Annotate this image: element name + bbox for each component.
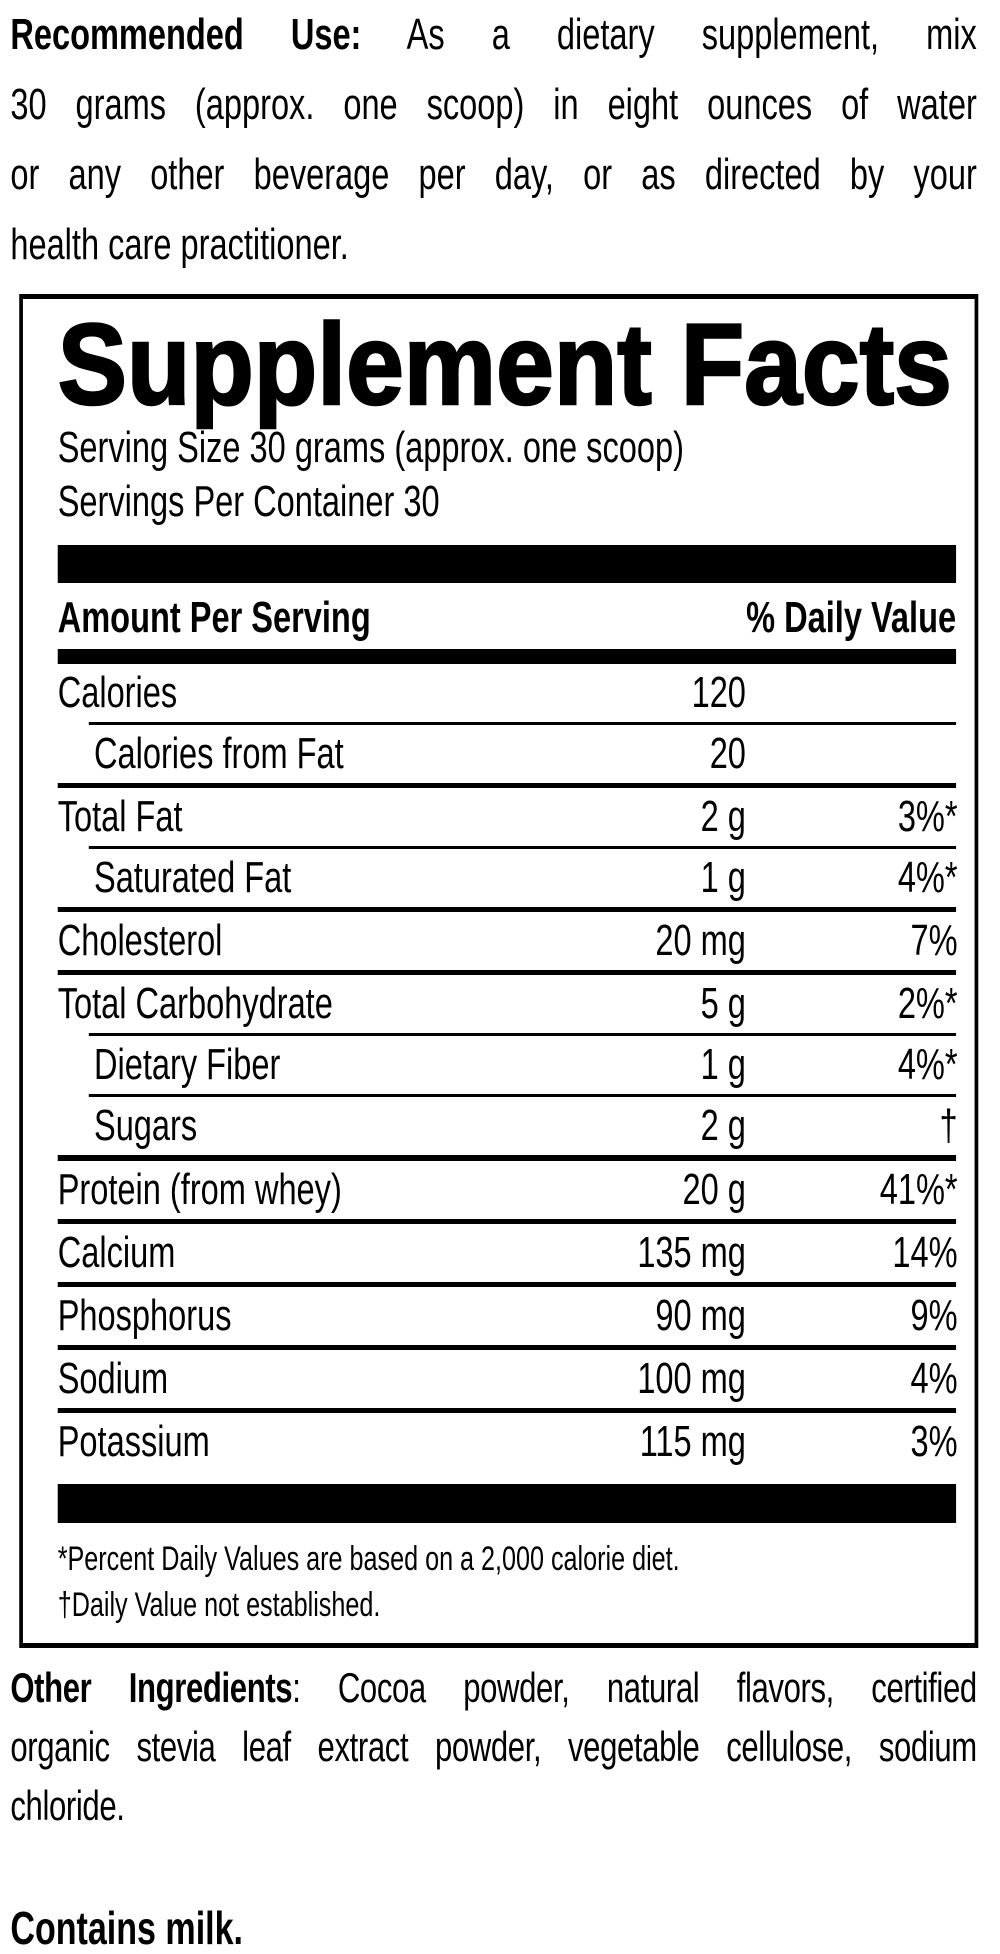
row-amount: 20	[709, 729, 746, 778]
recommended-use-lead: Recommended Use:	[10, 10, 362, 59]
footnote-dagger: †Daily Value not established.	[57, 1586, 381, 1624]
facts-header-row: Amount Per Serving % Daily Value	[58, 583, 956, 641]
row-separator	[57, 1345, 957, 1350]
row-amount: 2 g	[700, 792, 746, 841]
row-dv: 4%*	[897, 1040, 958, 1089]
row-label: Sugars	[93, 1101, 198, 1150]
row-amount: 1 g	[700, 853, 746, 902]
recommended-use-line: or any other beverage per day, or as dir…	[10, 150, 977, 199]
table-row: Calories from Fat 20	[58, 725, 956, 783]
table-row: Cholesterol 20 mg 7%	[57, 912, 958, 970]
row-separator	[57, 783, 957, 788]
row-label: Sodium	[57, 1354, 169, 1403]
row-label: Phosphorus	[57, 1291, 232, 1340]
row-amount: 135 mg	[637, 1228, 746, 1277]
row-label: Calories from Fat	[93, 729, 344, 778]
row-amount: 5 g	[700, 979, 746, 1028]
separator-bar-bottom	[57, 1484, 957, 1523]
row-separator	[57, 1155, 957, 1161]
table-row: Sugars 2 g †	[58, 1097, 958, 1155]
row-dv: 2%*	[897, 979, 958, 1028]
row-separator	[57, 1408, 957, 1413]
row-separator	[88, 1094, 957, 1097]
row-label: Calories	[57, 668, 178, 717]
supplement-facts-title: Supplement Facts	[57, 301, 953, 429]
row-amount: 90 mg	[655, 1291, 746, 1340]
row-separator	[57, 1219, 957, 1224]
other-ingredients-line: Other Ingredients: Cocoa powder, natural…	[10, 1658, 976, 1717]
row-dv: 14%	[892, 1228, 958, 1277]
row-dv: 3%	[910, 1417, 958, 1466]
recommended-use-paragraph: Recommended Use: As a dietary supplement…	[10, 0, 976, 280]
row-label: Dietary Fiber	[93, 1040, 281, 1089]
row-dv: 3%*	[897, 792, 958, 841]
allergen-statement: Contains milk.	[10, 1902, 244, 1954]
table-row: Total Carbohydrate 5 g 2%*	[57, 975, 958, 1033]
row-amount: 20 mg	[655, 916, 746, 965]
row-separator	[57, 907, 957, 912]
row-dv: †	[939, 1101, 958, 1150]
row-label: Saturated Fat	[93, 853, 292, 902]
footnote-percent: *Percent Daily Values are based on a 2,0…	[57, 1540, 680, 1578]
row-dv: 4%	[910, 1354, 958, 1403]
row-amount: 1 g	[700, 1040, 746, 1089]
table-row: Sodium 100 mg 4%	[57, 1350, 958, 1408]
table-row: Potassium 115 mg 3%	[57, 1413, 958, 1471]
row-amount: 2 g	[700, 1101, 746, 1150]
row-dv: 7%	[910, 916, 958, 965]
other-ingredients-lead: Other Ingredients	[10, 1664, 293, 1711]
table-row: Saturated Fat 1 g 4%*	[58, 849, 958, 907]
other-ingredients-line: organic stevia leaf extract powder, vege…	[10, 1723, 977, 1770]
table-row: Total Fat 2 g 3%*	[57, 788, 958, 846]
row-label: Cholesterol	[57, 916, 223, 965]
row-dv: 41%*	[879, 1165, 958, 1214]
table-row: Calcium 135 mg 14%	[57, 1224, 958, 1282]
row-dv: 4%*	[897, 853, 958, 902]
other-ingredients-line: chloride.	[10, 1782, 125, 1829]
row-amount: 100 mg	[637, 1354, 746, 1403]
row-amount: 115 mg	[639, 1417, 746, 1466]
facts-rows: Calories 120 Calories from Fat 20 Total Fat 2…	[57, 664, 958, 1471]
recommended-use-line: Recommended Use: As a dietary supplement…	[10, 0, 976, 70]
separator-bar-header	[57, 649, 957, 664]
serving-size: Serving Size 30 grams (approx. one scoop…	[57, 423, 684, 472]
row-dv: 9%	[910, 1291, 958, 1340]
other-ingredients-paragraph: Other Ingredients: Cocoa powder, natural…	[10, 1658, 976, 1835]
servings-per-container: Servings Per Container 30	[57, 477, 440, 526]
row-separator	[88, 722, 957, 725]
row-amount: 20 g	[682, 1165, 746, 1214]
row-separator	[57, 1282, 957, 1287]
row-separator	[88, 846, 957, 849]
row-label: Total Fat	[57, 792, 183, 841]
other-ingredients-text: : Cocoa powder, natural flavors, certifi…	[292, 1664, 977, 1711]
row-label: Calcium	[57, 1228, 176, 1277]
row-label: Potassium	[57, 1417, 210, 1466]
recommended-use-line: 30 grams (approx. one scoop) in eight ou…	[10, 80, 977, 129]
table-row: Calories 120	[58, 664, 956, 722]
table-row: Phosphorus 90 mg 9%	[57, 1287, 958, 1345]
row-label: Protein (from whey)	[57, 1165, 342, 1214]
row-separator	[57, 970, 957, 975]
daily-value-header: % Daily Value	[746, 593, 957, 642]
supplement-facts-box: Supplement Facts Serving Size 30 grams (…	[19, 294, 979, 1648]
recommended-use-text: As a dietary supplement, mix	[361, 10, 977, 59]
amount-per-serving-header: Amount Per Serving	[57, 593, 371, 642]
recommended-use-line: health care practitioner.	[10, 220, 349, 269]
table-row: Dietary Fiber 1 g 4%*	[58, 1036, 958, 1094]
row-separator	[88, 1033, 957, 1036]
row-label: Total Carbohydrate	[57, 979, 333, 1028]
row-amount: 120	[691, 668, 746, 717]
separator-bar-top	[57, 545, 957, 583]
table-row: Protein (from whey) 20 g 41%*	[57, 1161, 958, 1219]
